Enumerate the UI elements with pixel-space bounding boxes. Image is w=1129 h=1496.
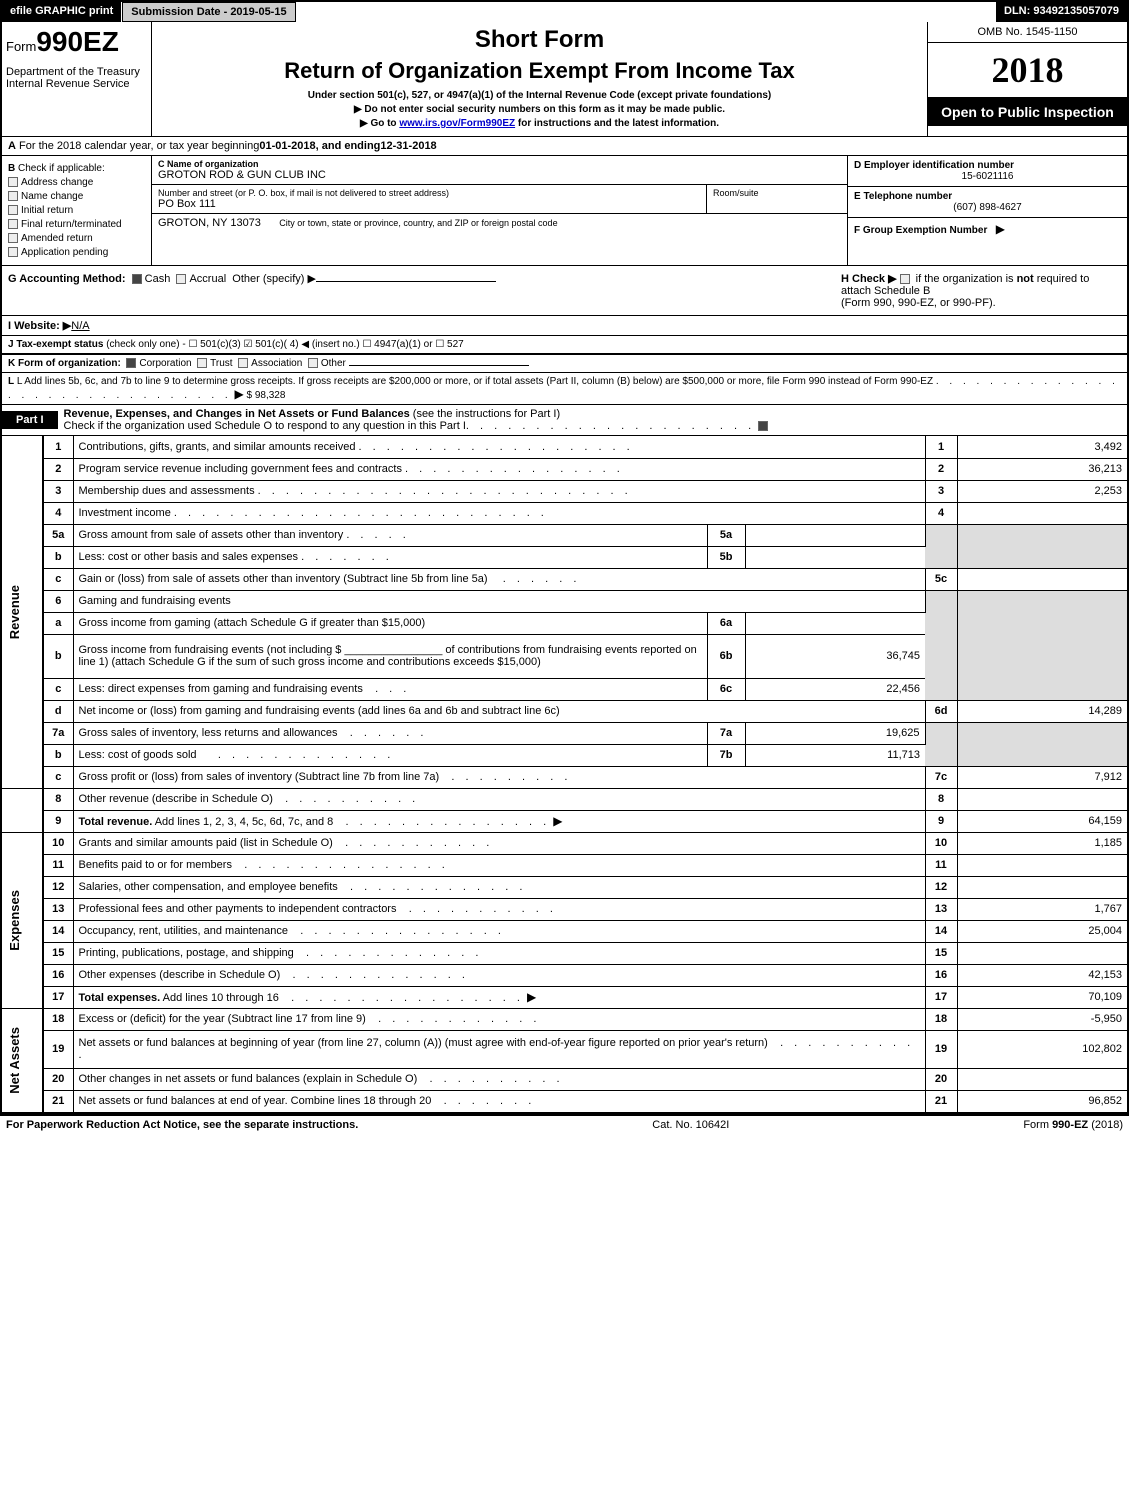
line-l: L L Add lines 5b, 6c, and 7b to line 9 t… [2, 373, 1127, 405]
accrual-checkbox[interactable] [176, 274, 186, 284]
website-row: I Website: ▶N/A [2, 316, 1127, 336]
calendar-year-row: A For the 2018 calendar year, or tax yea… [2, 137, 1127, 156]
expenses-section-label: Expenses [7, 890, 22, 951]
h-check: H Check ▶ if the organization is not req… [841, 272, 1121, 309]
tax-exempt-status: J Tax-exempt status (check only one) - ☐… [2, 336, 1127, 355]
part-1-title: Revenue, Expenses, and Changes in Net As… [58, 405, 778, 435]
open-public-label: Open to Public Inspection [928, 98, 1127, 126]
dln-label: DLN: 93492135057079 [996, 2, 1127, 22]
net-assets-section-label: Net Assets [7, 1027, 22, 1094]
goto-link: ▶ Go to www.irs.gov/Form990EZ for instru… [158, 118, 921, 129]
amended-return-checkbox[interactable] [8, 233, 18, 243]
schedule-o-checkbox[interactable] [758, 421, 768, 431]
part-1-tag: Part I [2, 411, 58, 429]
footer: For Paperwork Reduction Act Notice, see … [0, 1115, 1129, 1134]
accounting-method: G Accounting Method: Cash Accrual Other … [8, 272, 496, 309]
irs-url-link[interactable]: www.irs.gov/Form990EZ [399, 118, 515, 129]
top-bar: efile GRAPHIC print Submission Date - 20… [2, 2, 1127, 22]
check-if-applicable: B Check if applicable: Address change Na… [2, 156, 152, 265]
room-label: Room/suite [713, 188, 841, 198]
other-checkbox[interactable] [308, 358, 318, 368]
trust-checkbox[interactable] [197, 358, 207, 368]
name-change-checkbox[interactable] [8, 191, 18, 201]
org-name: GROTON ROD & GUN CLUB INC [158, 169, 841, 181]
city-label: City or town, state or province, country… [279, 218, 557, 228]
omb-number: OMB No. 1545-1150 [928, 22, 1127, 43]
cash-checkbox[interactable] [132, 274, 142, 284]
street-label: Number and street (or P. O. box, if mail… [158, 188, 700, 198]
donot-enter: ▶ Do not enter social security numbers o… [158, 104, 921, 115]
schedule-b-checkbox[interactable] [900, 274, 910, 284]
arrow-icon: ▶ [996, 222, 1005, 236]
revenue-section-label: Revenue [7, 585, 22, 639]
final-return-checkbox[interactable] [8, 219, 18, 229]
efile-print-button[interactable]: efile GRAPHIC print [2, 2, 122, 22]
city-value: GROTON, NY 13073 [158, 217, 261, 229]
ein-value: 15-6021116 [854, 171, 1121, 182]
org-name-label: C Name of organization [158, 159, 841, 169]
under-section: Under section 501(c), 527, or 4947(a)(1)… [158, 90, 921, 101]
line-1-value: 3,492 [957, 436, 1127, 458]
ein-label: D Employer identification number [854, 160, 1121, 171]
tax-year: 2018 [928, 43, 1127, 98]
association-checkbox[interactable] [238, 358, 248, 368]
phone-value: (607) 898-4627 [854, 202, 1121, 213]
address-change-checkbox[interactable] [8, 177, 18, 187]
form-of-organization: K Form of organization: Corporation Trus… [2, 355, 1127, 373]
irs-label: Internal Revenue Service [6, 78, 147, 90]
phone-label: E Telephone number [854, 191, 1121, 202]
corporation-checkbox[interactable] [126, 358, 136, 368]
application-pending-checkbox[interactable] [8, 247, 18, 257]
submission-date-button[interactable]: Submission Date - 2019-05-15 [122, 2, 295, 22]
form-number: Form990EZ [6, 26, 147, 58]
dept-treasury: Department of the Treasury [6, 58, 147, 78]
line-1-num: 1 [43, 436, 73, 458]
part-1-table: Revenue 1 Contributions, gifts, grants, … [2, 436, 1127, 1113]
street-value: PO Box 111 [158, 198, 700, 210]
return-title: Return of Organization Exempt From Incom… [158, 58, 921, 84]
initial-return-checkbox[interactable] [8, 205, 18, 215]
short-form-title: Short Form [158, 26, 921, 54]
group-exemption-label: F Group Exemption Number [854, 225, 987, 236]
